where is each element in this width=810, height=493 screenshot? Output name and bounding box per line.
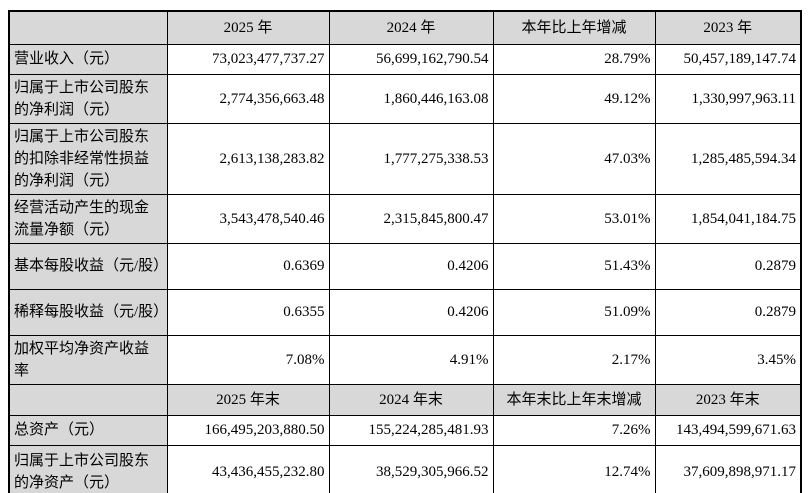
value-2024: 0.4206 bbox=[328, 242, 494, 290]
value-2024: 4.91% bbox=[328, 334, 494, 385]
row-label: 加权平均净资产收益率 bbox=[8, 334, 168, 385]
value-2023: 3.45% bbox=[654, 334, 802, 385]
column-header-2024: 2024 年 bbox=[328, 10, 494, 45]
column-header-2024-end: 2024 年末 bbox=[328, 383, 494, 416]
value-yoy-change: 49.12% bbox=[492, 73, 656, 124]
row-basic-eps: 基本每股收益（元/股） 0.6369 0.4206 51.43% 0.2879 bbox=[8, 242, 802, 290]
value-2025: 7.08% bbox=[166, 334, 330, 385]
value-2024-end: 155,224,285,481.93 bbox=[328, 414, 494, 446]
column-header-yoy-change: 本年比上年增减 bbox=[492, 10, 656, 45]
value-2025-end: 43,436,455,232.80 bbox=[166, 444, 330, 493]
value-2023: 0.2879 bbox=[654, 288, 802, 336]
value-2025: 73,023,477,737.27 bbox=[166, 43, 330, 75]
row-label: 稀释每股收益（元/股） bbox=[8, 288, 168, 336]
value-2023: 0.2879 bbox=[654, 242, 802, 290]
row-weighted-avg-roe: 加权平均净资产收益率 7.08% 4.91% 2.17% 3.45% bbox=[8, 334, 802, 385]
value-2025: 2,613,138,283.82 bbox=[166, 122, 330, 195]
value-2025: 2,774,356,663.48 bbox=[166, 73, 330, 124]
row-net-profit-attributable: 归属于上市公司股东的净利润（元） 2,774,356,663.48 1,860,… bbox=[8, 73, 802, 124]
value-2025: 0.6369 bbox=[166, 242, 330, 290]
row-label: 归属于上市公司股东的扣除非经常性损益的净利润（元） bbox=[8, 122, 168, 195]
value-2023: 1,285,485,594.34 bbox=[654, 122, 802, 195]
column-header-2023-end: 2023 年末 bbox=[654, 383, 802, 416]
value-yoy-change: 47.03% bbox=[492, 122, 656, 195]
column-header-2025-end: 2025 年末 bbox=[166, 383, 330, 416]
value-yoy-change: 53.01% bbox=[492, 193, 656, 244]
value-2025: 3,543,478,540.46 bbox=[166, 193, 330, 244]
value-2023: 50,457,189,147.74 bbox=[654, 43, 802, 75]
value-2023-end: 143,494,599,671.63 bbox=[654, 414, 802, 446]
row-label: 归属于上市公司股东的净利润（元） bbox=[8, 73, 168, 124]
column-header-2023: 2023 年 bbox=[654, 10, 802, 45]
value-2023-end: 37,609,898,971.17 bbox=[654, 444, 802, 493]
row-diluted-eps: 稀释每股收益（元/股） 0.6355 0.4206 51.09% 0.2879 bbox=[8, 288, 802, 336]
row-net-assets-attributable: 归属于上市公司股东的净资产（元） 43,436,455,232.80 38,52… bbox=[8, 444, 802, 493]
row-net-profit-excl-nonrecurring: 归属于上市公司股东的扣除非经常性损益的净利润（元） 2,613,138,283.… bbox=[8, 122, 802, 195]
row-label: 归属于上市公司股东的净资产（元） bbox=[8, 444, 168, 493]
row-label: 经营活动产生的现金流量净额（元） bbox=[8, 193, 168, 244]
value-2025: 0.6355 bbox=[166, 288, 330, 336]
value-2024: 56,699,162,790.54 bbox=[328, 43, 494, 75]
value-yoy-change: 2.17% bbox=[492, 334, 656, 385]
row-label: 基本每股收益（元/股） bbox=[8, 242, 168, 290]
value-2024: 0.4206 bbox=[328, 288, 494, 336]
row-operating-revenue: 营业收入（元） 73,023,477,737.27 56,699,162,790… bbox=[8, 43, 802, 75]
financial-summary-table: 2025 年 2024 年 本年比上年增减 2023 年 营业收入（元） 73,… bbox=[8, 10, 802, 493]
value-yoy-change: 28.79% bbox=[492, 43, 656, 75]
value-2024: 1,860,446,163.08 bbox=[328, 73, 494, 124]
value-2023: 1,854,041,184.75 bbox=[654, 193, 802, 244]
value-2024: 1,777,275,338.53 bbox=[328, 122, 494, 195]
period-header-row: 2025 年 2024 年 本年比上年增减 2023 年 bbox=[8, 10, 802, 45]
row-operating-cash-flow: 经营活动产生的现金流量净额（元） 3,543,478,540.46 2,315,… bbox=[8, 193, 802, 244]
value-2024-end: 38,529,305,966.52 bbox=[328, 444, 494, 493]
period-end-header-row: 2025 年末 2024 年末 本年末比上年末增减 2023 年末 bbox=[8, 383, 802, 416]
value-yoy-end-change: 12.74% bbox=[492, 444, 656, 493]
column-header-2025: 2025 年 bbox=[166, 10, 330, 45]
blank-header-cell bbox=[8, 383, 168, 416]
value-2024: 2,315,845,800.47 bbox=[328, 193, 494, 244]
blank-header-cell bbox=[8, 10, 168, 45]
value-2023: 1,330,997,963.11 bbox=[654, 73, 802, 124]
column-header-yoy-end-change: 本年末比上年末增减 bbox=[492, 383, 656, 416]
row-label: 营业收入（元） bbox=[8, 43, 168, 75]
value-yoy-change: 51.43% bbox=[492, 242, 656, 290]
row-total-assets: 总资产（元） 166,495,203,880.50 155,224,285,48… bbox=[8, 414, 802, 446]
row-label: 总资产（元） bbox=[8, 414, 168, 446]
value-yoy-end-change: 7.26% bbox=[492, 414, 656, 446]
value-yoy-change: 51.09% bbox=[492, 288, 656, 336]
value-2025-end: 166,495,203,880.50 bbox=[166, 414, 330, 446]
